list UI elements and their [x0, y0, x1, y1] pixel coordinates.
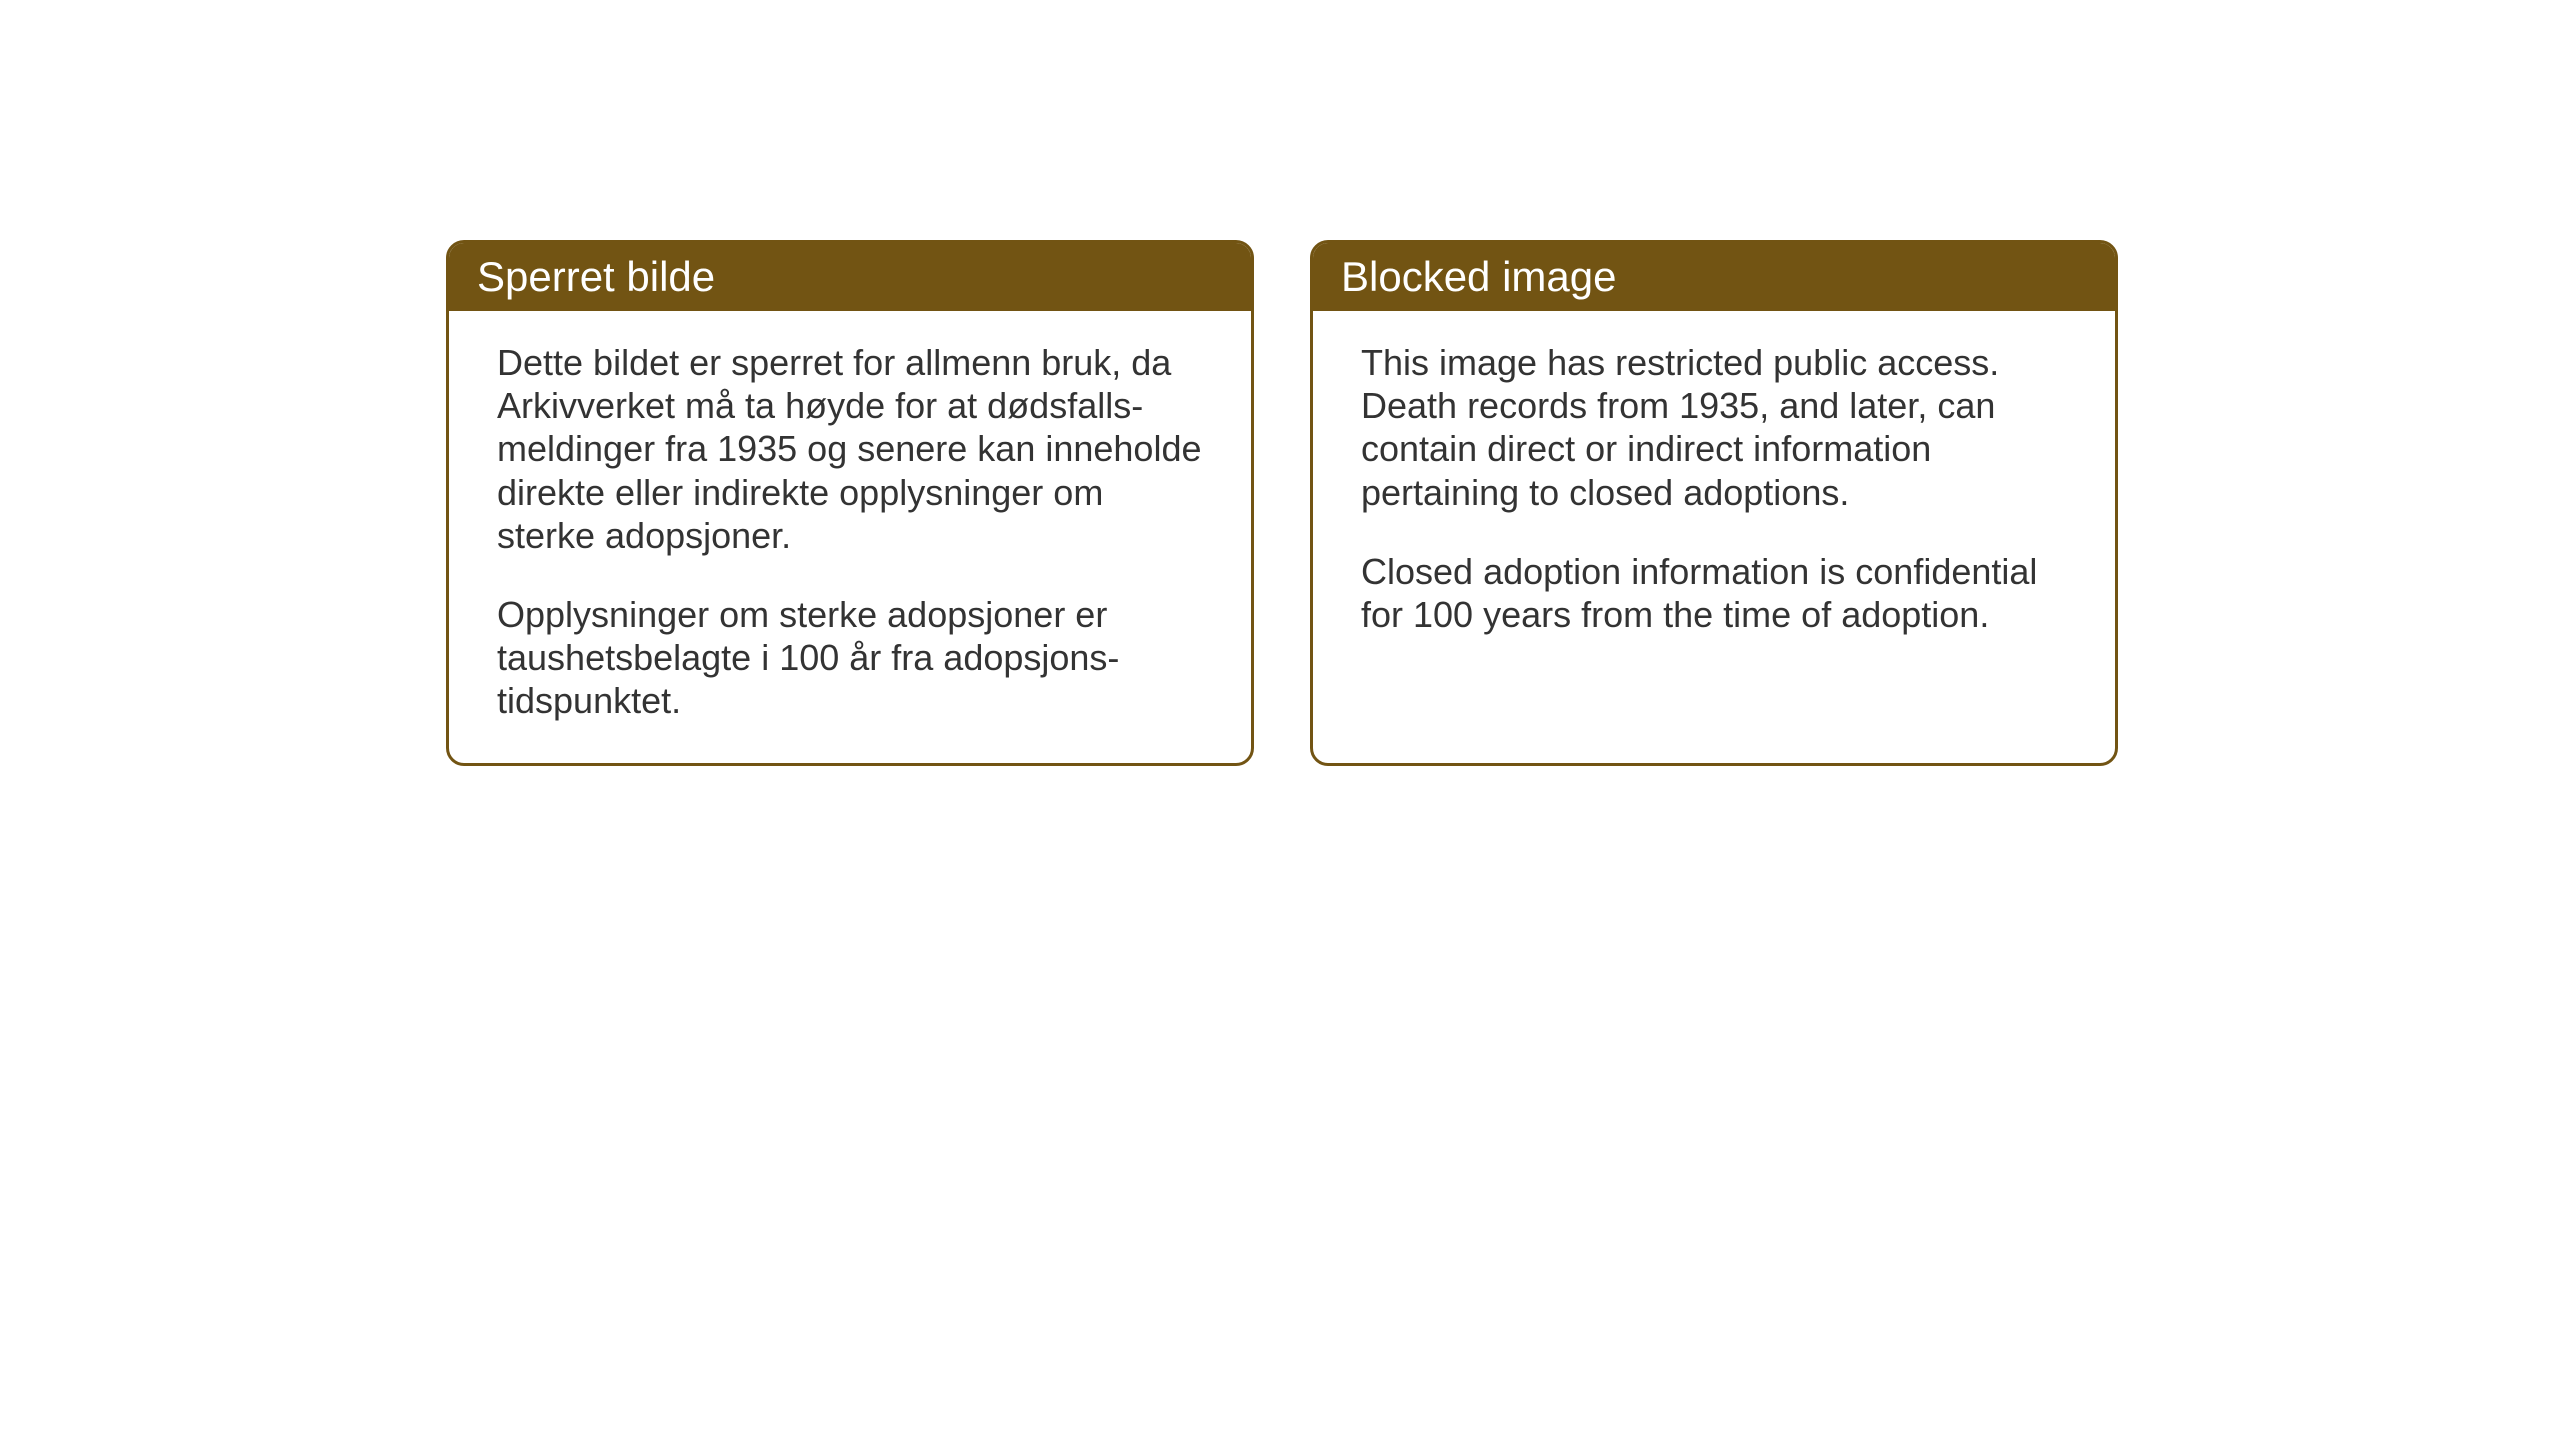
english-card-body: This image has restricted public access.…: [1313, 311, 2115, 751]
norwegian-paragraph-1: Dette bildet er sperret for allmenn bruk…: [497, 341, 1203, 557]
norwegian-notice-card: Sperret bilde Dette bildet er sperret fo…: [446, 240, 1254, 766]
english-paragraph-1: This image has restricted public access.…: [1361, 341, 2067, 514]
norwegian-title: Sperret bilde: [477, 253, 715, 300]
notice-container: Sperret bilde Dette bildet er sperret fo…: [446, 240, 2118, 766]
norwegian-card-header: Sperret bilde: [449, 243, 1251, 311]
english-card-header: Blocked image: [1313, 243, 2115, 311]
english-paragraph-2: Closed adoption information is confident…: [1361, 550, 2067, 636]
norwegian-paragraph-2: Opplysninger om sterke adopsjoner er tau…: [497, 593, 1203, 723]
english-title: Blocked image: [1341, 253, 1616, 300]
english-notice-card: Blocked image This image has restricted …: [1310, 240, 2118, 766]
norwegian-card-body: Dette bildet er sperret for allmenn bruk…: [449, 311, 1251, 763]
